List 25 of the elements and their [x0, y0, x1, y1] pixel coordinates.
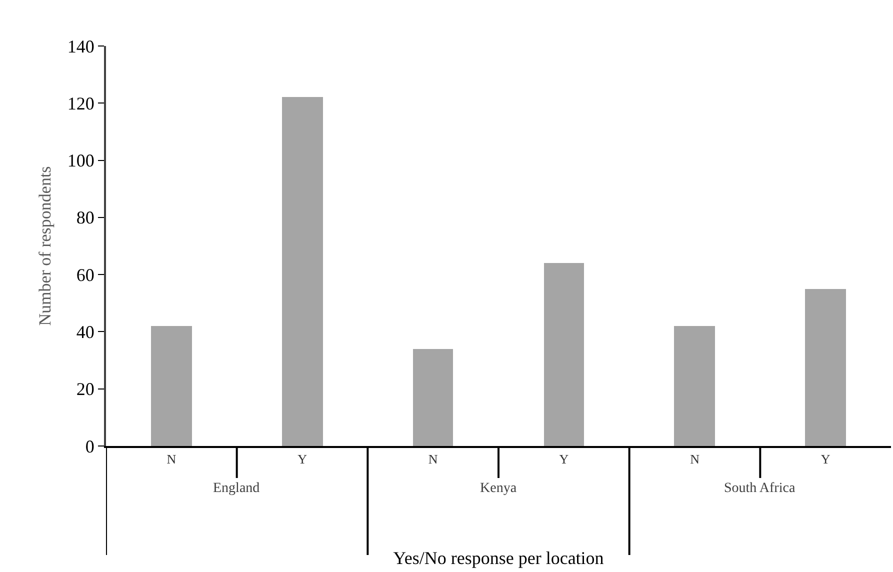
y-tick-label: 0	[85, 436, 94, 456]
x-tick-label: Y	[298, 452, 308, 467]
text: Kenya	[480, 481, 518, 496]
text: South Africa	[724, 481, 796, 496]
bar	[282, 97, 323, 446]
bar	[544, 263, 584, 446]
x-tick-label: N	[428, 452, 438, 467]
y-tick-label: 100	[67, 150, 94, 171]
y-tick-label: 120	[67, 93, 94, 114]
y-tick-label: 60	[76, 264, 94, 285]
bar	[151, 326, 192, 446]
bar	[413, 349, 453, 446]
y-tick-label: 40	[76, 322, 94, 342]
x-tick-label: N	[690, 452, 700, 467]
text: England	[213, 481, 260, 496]
bar	[674, 326, 715, 446]
y-axis-title: Number of respondents	[35, 166, 54, 326]
y-tick-label: 20	[76, 379, 94, 400]
x-tick-label: Y	[820, 452, 831, 467]
bar	[805, 289, 846, 446]
y-tick-label: 140	[67, 36, 94, 56]
x-axis-title: Yes/No response per location	[393, 548, 604, 568]
y-tick-label: 80	[76, 208, 94, 228]
x-tick-label: N	[166, 452, 177, 467]
x-tick-label: Y	[559, 452, 570, 467]
